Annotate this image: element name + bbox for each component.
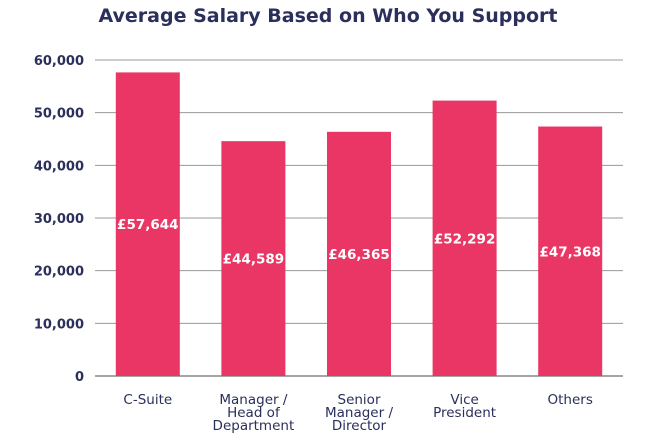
bar-value-label: £46,365 [328,247,390,263]
bar [432,100,497,377]
bar-value-label: £57,644 [117,217,179,233]
x-tick-label-line: Senior [338,392,381,408]
x-tick-label: Manager / Head of Department [213,392,295,434]
y-tick-label: 0 [75,370,84,385]
y-tick-label: 60,000 [34,54,84,69]
bars: £57,644 £44,589 £46,365 £52,292 £47,368 [115,72,603,377]
y-tick-label: 20,000 [34,265,84,280]
bar [538,126,603,376]
x-tick-label: Vice President [433,392,496,421]
bar [327,131,391,376]
x-tick-label-line: Vice [450,392,478,408]
x-tick-label-line: Head of [227,405,281,421]
bar-value-label: £44,589 [223,252,285,268]
x-tick-label-line: Director [332,418,387,434]
bar [221,141,286,376]
x-tick-label-line: Manager / [325,405,393,421]
bar-value-label: £52,292 [434,231,496,247]
y-axis-tick-labels: 0 10,000 20,000 30,000 40,000 50,000 60,000 [34,54,84,385]
x-tick-label-line: C-Suite [123,392,172,408]
x-tick-label-line: President [433,405,496,421]
x-tick-label: Senior Manager / Director [325,392,393,434]
y-tick-label: 10,000 [34,317,84,332]
y-tick-label: 30,000 [34,212,84,227]
x-tick-label-line: Manager / [219,392,287,408]
x-tick-label: C-Suite [123,392,172,408]
x-tick-label: Others [548,392,593,408]
bar-value-label: £47,368 [539,244,601,260]
x-tick-label-line: Department [213,418,295,434]
x-tick-label-line: Others [548,392,593,408]
y-tick-label: 40,000 [34,159,84,174]
bar [115,72,180,376]
y-tick-label: 50,000 [34,107,84,122]
chart-title: Average Salary Based on Who You Support [99,5,558,27]
